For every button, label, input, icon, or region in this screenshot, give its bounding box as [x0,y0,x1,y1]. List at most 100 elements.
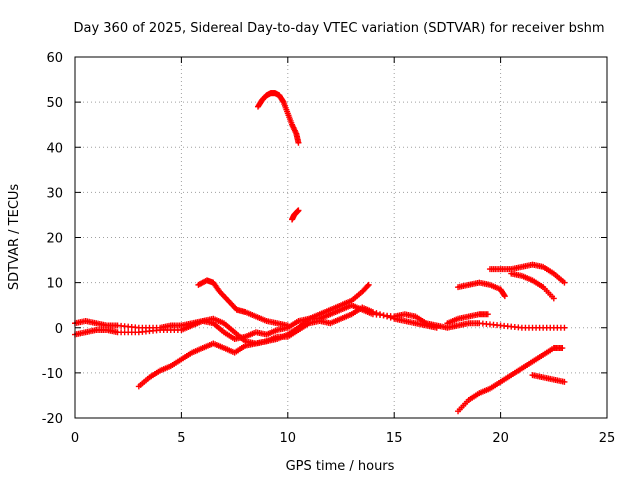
series-s4 [195,277,291,329]
y-tick-label: 60 [46,51,63,66]
data-point [279,96,286,103]
data-point [272,336,279,343]
data-point [91,319,98,326]
data-point [474,320,481,327]
data-point [453,316,460,323]
data-point [517,366,524,373]
data-point [272,327,279,334]
data-point [483,311,490,318]
y-tick-label: -20 [42,412,63,427]
data-point [144,375,151,382]
x-tick-label: 5 [177,431,185,446]
data-point [377,311,384,318]
data-point [257,99,264,106]
data-point [293,325,300,332]
data-point [261,338,268,345]
data-point [251,312,258,319]
y-tick-label: 10 [46,277,63,292]
data-point [112,328,119,335]
data-point [284,108,291,115]
x-tick-label: 20 [492,431,509,446]
data-point [506,373,513,380]
data-point [538,374,545,381]
series-s7 [455,345,566,415]
data-point [453,322,460,329]
data-point [494,322,501,329]
data-point [288,119,295,126]
data-point [368,308,375,315]
data-point [187,323,194,330]
data-point [517,272,524,279]
data-point [527,276,534,283]
data-point [463,282,470,289]
data-point [132,329,139,336]
data-point [295,138,302,145]
y-tick-label: 50 [46,96,63,111]
series-s10 [486,261,568,286]
data-point [223,296,230,303]
series-s6 [289,207,302,223]
data-point [295,207,302,214]
data-point [431,324,438,331]
data-point [197,318,204,325]
y-tick-label: 20 [46,232,63,247]
data-point [219,327,226,334]
data-point [155,368,162,375]
data-point [384,313,391,320]
data-point [346,311,353,318]
data-point [336,316,343,323]
data-point [549,376,556,383]
data-point [549,293,556,300]
data-point [219,344,226,351]
data-point [283,322,290,329]
data-point [176,357,183,364]
data-point [373,310,380,317]
data-point [279,97,286,104]
data-point [557,324,564,331]
data-point [304,317,311,324]
data-point [380,312,387,319]
data-point [283,332,290,339]
data-point [229,327,236,334]
data-point [557,345,564,352]
x-axis-label: GPS time / hours [286,459,395,474]
y-tick-label: 0 [55,322,63,337]
data-point [538,352,545,359]
x-tick-label: 15 [386,431,403,446]
data-point [501,292,508,299]
data-point [363,284,370,291]
data-point [463,398,470,405]
data-point [346,298,353,305]
data-point [559,278,566,285]
y-tick-label: -10 [42,367,63,382]
data-point [495,380,502,387]
data-point [549,269,556,276]
data-point [251,340,258,347]
data-point [500,290,507,297]
data-point [421,322,428,329]
data-point [364,283,371,290]
data-point [527,359,534,366]
data-point [538,263,545,270]
data-point [517,264,524,271]
data-point [485,386,492,393]
data-point [400,317,407,324]
series-s11 [508,270,557,302]
data-point [387,314,394,321]
x-tick-label: 0 [71,431,79,446]
data-point [272,319,279,326]
data-point [174,327,181,334]
data-point [474,391,481,398]
data-point [549,346,556,353]
data-point [240,308,247,315]
data-point [559,378,566,385]
series-s5 [255,90,302,146]
data-point [112,322,119,329]
series-s9 [455,279,508,300]
data-point [336,302,343,309]
data-point [197,345,204,352]
data-point [261,317,268,324]
data-point [215,287,222,294]
